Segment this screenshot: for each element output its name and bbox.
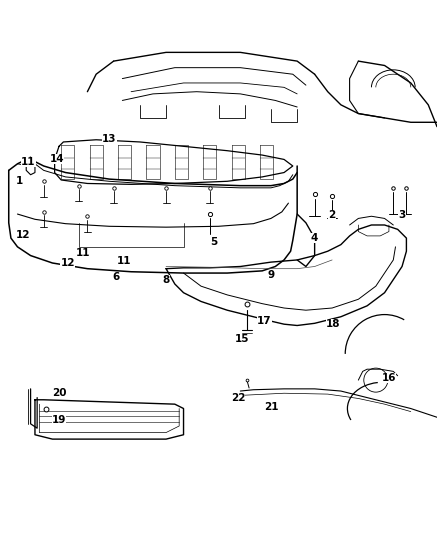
Text: 2: 2: [329, 210, 336, 220]
Text: 12: 12: [60, 258, 75, 268]
Text: 6: 6: [112, 272, 119, 282]
Text: 14: 14: [49, 155, 64, 165]
Text: 20: 20: [52, 388, 66, 398]
Text: 12: 12: [15, 230, 30, 240]
Text: 11: 11: [76, 247, 90, 257]
Text: 4: 4: [311, 233, 318, 243]
Text: 19: 19: [52, 415, 66, 425]
Text: 11: 11: [21, 157, 36, 167]
Text: 18: 18: [326, 319, 340, 329]
Text: 22: 22: [231, 393, 246, 403]
Text: 3: 3: [399, 210, 406, 220]
Text: 17: 17: [257, 316, 272, 326]
Text: 16: 16: [382, 373, 396, 383]
Text: 21: 21: [264, 402, 279, 412]
Text: 11: 11: [117, 256, 132, 266]
Text: 1: 1: [16, 176, 23, 187]
Text: 8: 8: [163, 274, 170, 285]
Text: 15: 15: [235, 334, 250, 344]
Text: 5: 5: [211, 238, 218, 247]
Text: 13: 13: [102, 134, 117, 144]
Text: 9: 9: [267, 270, 274, 280]
